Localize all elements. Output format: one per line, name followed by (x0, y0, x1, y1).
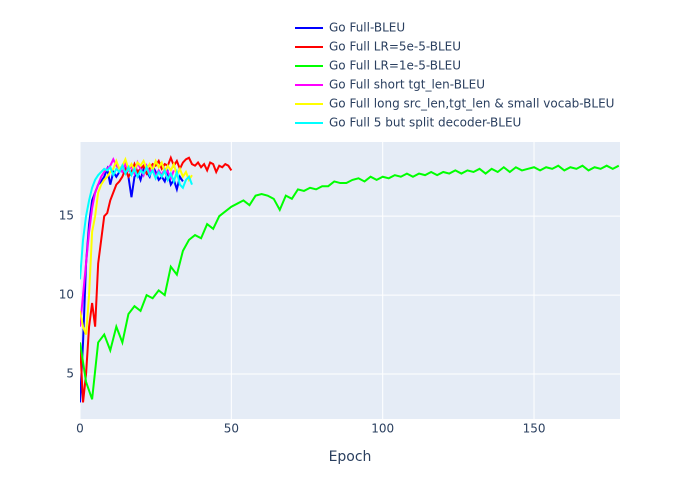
series-line (80, 156, 193, 335)
legend-label: Go Full-BLEU (329, 21, 405, 35)
legend-label: Go Full long src_len,tgt_len & small voc… (329, 97, 614, 111)
plot-area (80, 142, 620, 419)
series-line (80, 164, 620, 400)
x-tick-label: 50 (224, 422, 239, 436)
legend-label: Go Full 5 but split decoder-BLEU (329, 116, 521, 130)
legend-label: Go Full short tgt_len-BLEU (329, 78, 485, 92)
series-line (80, 154, 233, 403)
y-tick-label: 5 (66, 367, 74, 381)
legend-label: Go Full LR=5e-5-BLEU (329, 40, 461, 54)
x-axis-title: Epoch (329, 449, 372, 465)
x-tick-label: 150 (523, 422, 546, 436)
series-line (80, 163, 193, 280)
legend-label: Go Full LR=1e-5-BLEU (329, 59, 461, 73)
y-tick-label: 10 (59, 288, 74, 302)
y-tick-label: 15 (59, 209, 74, 223)
x-tick-label: 100 (371, 422, 394, 436)
x-tick-label: 0 (76, 422, 84, 436)
